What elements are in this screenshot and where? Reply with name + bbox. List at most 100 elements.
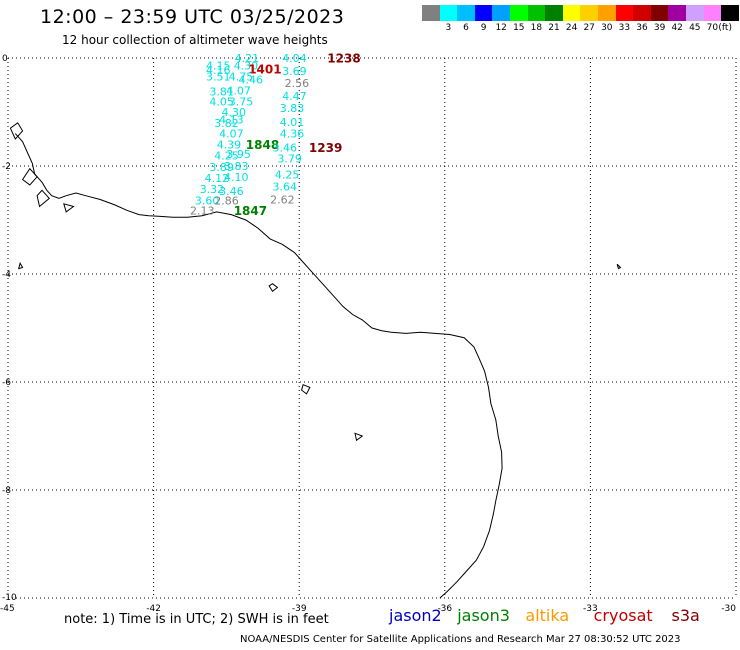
legend-swatch <box>597 5 616 21</box>
legend-label: 21 <box>548 23 560 33</box>
wave-height-value: 3.83 <box>280 102 305 115</box>
legend-swatch <box>492 5 510 21</box>
color-legend-labels: 3 6 9 12 15 18 21 24 27 30 33 36 39 42 45 70 (ft) <box>422 23 740 35</box>
island-outline <box>268 283 279 293</box>
wave-height-value: 4.21 <box>235 52 260 65</box>
longitude-label: -45 <box>0 604 15 614</box>
legend-label: 42 <box>671 23 683 33</box>
color-legend <box>422 5 739 21</box>
legend-swatch <box>703 5 722 21</box>
legend-label: 39 <box>653 23 666 33</box>
coastline-path <box>14 133 503 599</box>
credit-line: NOAA/NESDIS Center for Satellite Applica… <box>240 634 681 645</box>
island-outline <box>17 261 24 270</box>
legend-label: 15 <box>513 23 525 33</box>
island-outline <box>9 122 24 140</box>
legend-unit: (ft) <box>718 23 732 33</box>
latitude-label: -10 <box>2 593 17 603</box>
wave-height-value: 4.04 <box>282 52 307 65</box>
legend-label: 45 <box>689 23 701 33</box>
legend-swatch <box>685 5 704 21</box>
wave-height-value: 4.07 <box>219 128 244 141</box>
wave-height-value: 4.12 <box>205 172 230 185</box>
satellite-jason3-label: jason3 <box>457 606 510 625</box>
wave-height-value: 4.36 <box>280 128 305 141</box>
wave-height-value: 3.46 <box>219 185 244 198</box>
latitude-label: -6 <box>2 378 11 388</box>
pass-time-label: 1239 <box>309 141 342 155</box>
legend-swatch <box>457 5 475 21</box>
wave-height-value: 4.39 <box>217 139 242 152</box>
island-outline <box>301 384 311 395</box>
island-outline <box>21 167 38 186</box>
longitude-label: -42 <box>146 604 161 614</box>
island-outline <box>36 189 51 208</box>
wave-height-value: 4.10 <box>224 171 249 184</box>
legend-swatch <box>545 5 563 21</box>
island-outline <box>616 263 622 270</box>
legend-swatch <box>721 5 739 21</box>
wave-height-value: 4.15 <box>206 60 231 73</box>
island-outline <box>354 432 364 442</box>
wave-height-value: 3.83 <box>224 160 249 173</box>
wave-height-value: 4.75 <box>229 70 254 83</box>
page-title: 12:00 – 23:59 UTC 03/25/2023 <box>40 6 345 28</box>
latitude-label: 0 <box>2 54 8 64</box>
legend-label: 36 <box>636 23 648 33</box>
wave-height-value: 2.13 <box>190 204 215 217</box>
wave-height-value: 4.25 <box>214 149 239 162</box>
latitude-label: -2 <box>2 162 11 172</box>
satellite-s3a-label: s3a <box>671 606 700 625</box>
wave-height-value: 3.82 <box>214 117 239 130</box>
legend-label: 24 <box>565 23 578 33</box>
wave-height-value: 2.86 <box>214 195 239 208</box>
wave-height-value: 2.56 <box>285 77 310 90</box>
longitude-label: -30 <box>721 604 736 614</box>
wave-height-value: 3.51 <box>206 70 231 83</box>
legend-swatch <box>509 5 528 21</box>
legend-label: 3 <box>445 23 452 33</box>
graticule <box>7 57 737 599</box>
legend-label: 70 <box>706 23 719 33</box>
wave-height-value: 4.07 <box>226 85 251 98</box>
wave-height-value: 4.30 <box>234 60 259 73</box>
island-outline <box>63 203 75 213</box>
legend-swatch <box>474 5 493 21</box>
wave-height-value: 3.46 <box>273 142 298 155</box>
pass-time-label: 1401 <box>248 62 281 76</box>
longitude-label: -39 <box>292 604 307 614</box>
satellite-jason2-label: jason2 <box>389 606 442 625</box>
wave-height-value: 4.16 <box>206 64 231 77</box>
satellite-cryosat-label: cryosat <box>593 606 653 625</box>
wave-height-value: 3.69 <box>282 65 307 78</box>
wave-height-value: 4.13 <box>219 114 244 127</box>
wave-height-value: 3.60 <box>195 195 220 208</box>
latitude-label: -4 <box>2 270 11 280</box>
legend-swatch <box>439 5 458 21</box>
pass-time-label: 1238 <box>327 52 360 66</box>
legend-swatch <box>422 5 440 21</box>
longitude-label: -36 <box>437 604 452 614</box>
satellite-altika-label: altika <box>525 606 570 625</box>
legend-label: 6 <box>463 23 469 33</box>
legend-swatch <box>580 5 598 21</box>
pass-time-label: 1847 <box>234 204 267 218</box>
longitude-label: -33 <box>583 604 598 614</box>
pass-time-label: 1848 <box>246 138 279 152</box>
legend-label: 30 <box>601 23 613 33</box>
wave-height-value: 3.32 <box>200 183 225 196</box>
footer-note: note: 1) Time is in UTC; 2) SWH is in fe… <box>64 612 329 627</box>
wave-height-value: 4.30 <box>222 106 247 119</box>
legend-label: 27 <box>583 23 595 33</box>
legend-label: 9 <box>480 23 487 33</box>
axis-labels: 0 -2 -4 -6 -8 -10-45 -42 -39 -36 -33 -30 <box>0 54 736 614</box>
legend-swatch <box>562 5 581 21</box>
wave-height-value: 4.05 <box>209 95 234 108</box>
legend-label: 18 <box>530 23 543 33</box>
legend-swatch <box>633 5 651 21</box>
legend-swatch <box>615 5 634 21</box>
legend-swatch <box>668 5 686 21</box>
